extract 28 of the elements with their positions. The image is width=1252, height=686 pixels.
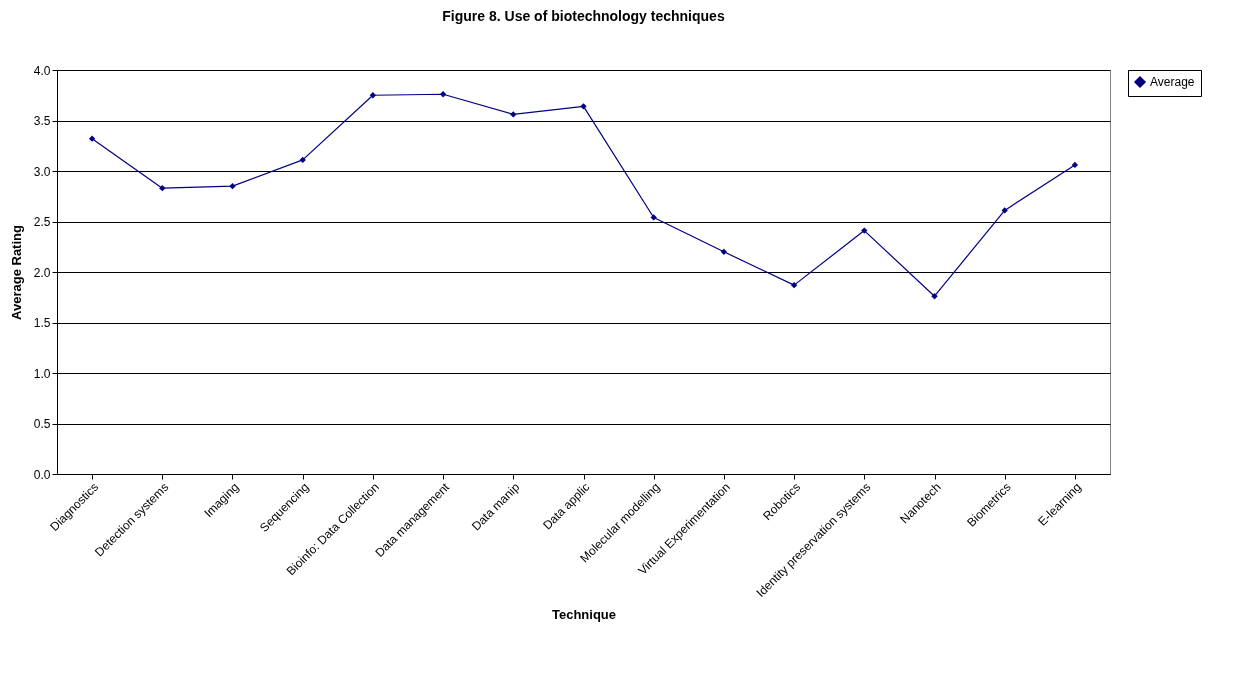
point: [439, 91, 447, 98]
legend-label: Average: [1150, 75, 1195, 89]
point: [1071, 161, 1079, 169]
point: [299, 156, 306, 164]
point: [580, 103, 587, 110]
point: [650, 214, 657, 221]
x-axis-title: Technique: [551, 607, 617, 623]
point: [1001, 207, 1008, 214]
point: [88, 135, 96, 142]
point: [369, 92, 377, 99]
point: [790, 281, 798, 289]
y-axis-title: Average Rating: [8, 225, 24, 320]
y-tick-label: 3.0: [33, 164, 51, 179]
y-tick-label: 2.0: [33, 265, 51, 280]
y-tick-label: 2.5: [33, 215, 51, 229]
point: [159, 185, 166, 192]
y-tick-label: 1.5: [33, 316, 51, 330]
y-tick-label: 0.0: [33, 467, 51, 482]
y-tick-label: 4.0: [33, 63, 51, 78]
point: [861, 227, 868, 234]
point: [931, 293, 938, 300]
chart-title: Figure 8. Use of biotechnology techniques: [442, 8, 725, 24]
y-tick-label: 1.0: [33, 366, 51, 381]
point: [229, 182, 236, 190]
point: [720, 248, 728, 255]
y-tick-label: 0.5: [33, 417, 51, 431]
point: [510, 111, 517, 118]
y-tick-label: 3.5: [33, 114, 51, 128]
